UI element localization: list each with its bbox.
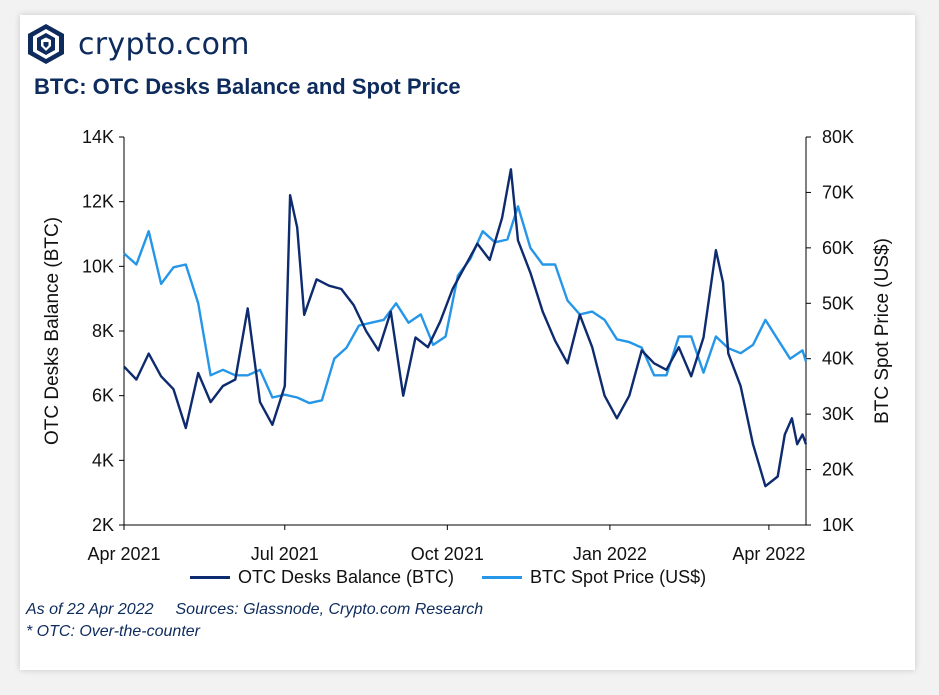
- left-tick-label: 14K: [82, 127, 114, 147]
- left-axis-title: OTC Desks Balance (BTC): [42, 217, 63, 445]
- series-line-otc-balance: [123, 168, 808, 488]
- right-tick-label: 60K: [822, 238, 854, 258]
- sources-text: Sources: Glassnode, Crypto.com Research: [175, 601, 484, 618]
- otc-footnote: * OTC: Over-the-counter: [26, 623, 200, 640]
- x-tick-label: Jan 2022: [573, 544, 647, 564]
- legend-label-balance: OTC Desks Balance (BTC): [238, 567, 455, 587]
- chart-title: BTC: OTC Desks Balance and Spot Price: [34, 74, 461, 99]
- x-tick-label: Apr 2022: [732, 544, 805, 564]
- right-axis-title: BTC Spot Price (US$): [872, 238, 893, 424]
- footnote-line: As of 22 Apr 2022 Sources: Glassnode, Cry…: [26, 601, 483, 619]
- brand-name: crypto.com: [78, 26, 250, 62]
- left-tick-label: 8K: [92, 321, 114, 341]
- brand-logo: crypto.com: [24, 22, 250, 66]
- right-tick-label: 20K: [822, 460, 854, 480]
- left-tick-label: 10K: [82, 256, 114, 276]
- legend-label-price: BTC Spot Price (US$): [530, 567, 707, 587]
- x-tick-label: Oct 2021: [411, 544, 484, 564]
- legend: OTC Desks Balance (BTC) BTC Spot Price (…: [190, 567, 734, 588]
- right-tick-label: 30K: [822, 404, 854, 424]
- legend-item-price: BTC Spot Price (US$): [482, 567, 706, 588]
- legend-swatch-balance: [190, 576, 230, 579]
- chart-card: [20, 15, 915, 670]
- right-tick-label: 10K: [822, 515, 854, 535]
- left-tick-label: 6K: [92, 386, 114, 406]
- crypto-com-lion-shield-icon: [28, 24, 64, 64]
- legend-swatch-price: [482, 576, 523, 579]
- x-tick-label: Apr 2021: [87, 544, 160, 564]
- right-tick-label: 70K: [822, 182, 854, 202]
- right-tick-label: 40K: [822, 349, 854, 369]
- right-tick-label: 50K: [822, 293, 854, 313]
- left-tick-label: 12K: [82, 192, 114, 212]
- left-tick-label: 2K: [92, 515, 114, 535]
- left-tick-label: 4K: [92, 450, 114, 470]
- right-tick-label: 80K: [822, 127, 854, 147]
- series-line-btc-price: [123, 205, 808, 405]
- legend-item-balance: OTC Desks Balance (BTC): [190, 567, 454, 588]
- x-tick-label: Jul 2021: [251, 544, 319, 564]
- as-of-date: As of 22 Apr 2022: [26, 601, 154, 618]
